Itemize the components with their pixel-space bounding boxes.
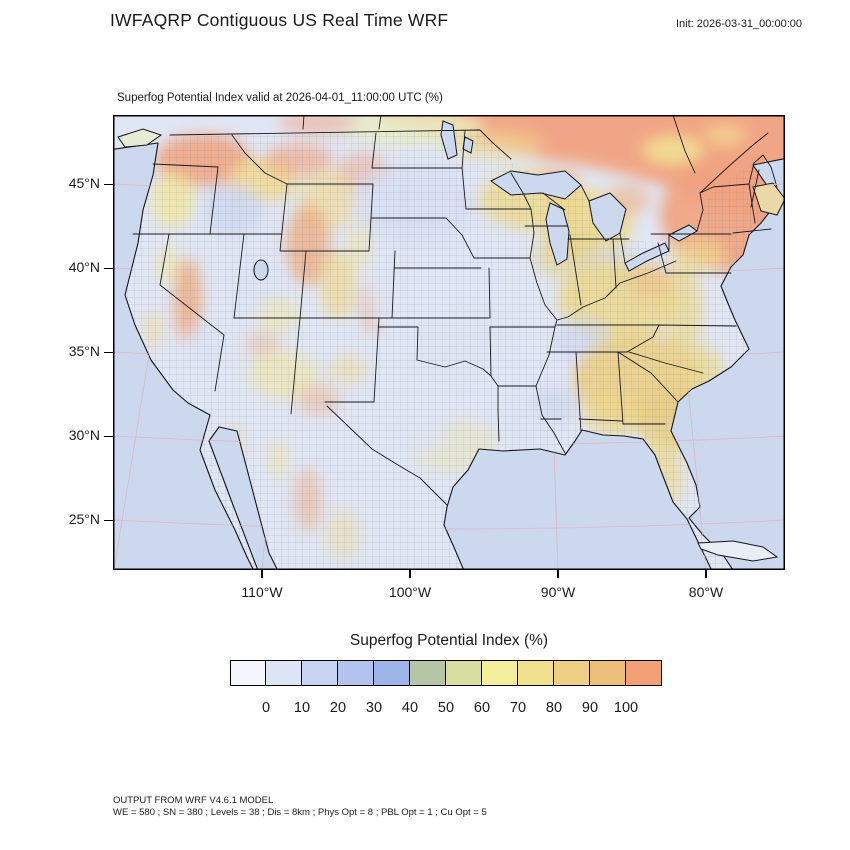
colorbar-title: Superfog Potential Index (%) xyxy=(349,632,549,649)
x-axis-tick xyxy=(557,570,559,578)
us-superfog-map xyxy=(113,115,785,570)
colorbar-tick-label: 10 xyxy=(293,700,311,716)
atlantic-ocean xyxy=(670,158,785,570)
x-axis-tick xyxy=(261,570,263,578)
y-axis-tick xyxy=(104,267,113,269)
lake-michigan xyxy=(545,202,570,266)
y-axis-tick-label: 25°N xyxy=(68,511,100,527)
x-axis-tick-label: 100°W xyxy=(388,584,432,600)
x-axis-tick-label: 90°W xyxy=(540,584,576,600)
y-axis-tick-label: 35°N xyxy=(68,343,100,359)
colorbar-cell xyxy=(410,660,446,686)
state-boundaries xyxy=(132,115,778,506)
colorbar-tick-label: 70 xyxy=(509,700,527,716)
colorbar-cell xyxy=(302,660,338,686)
y-axis-tick-label: 45°N xyxy=(68,175,100,191)
y-axis-tick xyxy=(104,351,113,353)
oceans xyxy=(113,142,785,570)
y-axis-tick xyxy=(104,183,113,185)
nova-scotia xyxy=(752,182,785,216)
colorbar-tick-label: 0 xyxy=(261,700,271,716)
colorbar-tick-label: 40 xyxy=(401,700,419,716)
map-canvas xyxy=(113,115,785,570)
gulf-of-california xyxy=(208,426,279,570)
colorbar-cell xyxy=(518,660,554,686)
colorbar xyxy=(230,660,662,686)
colorbar-cell xyxy=(230,660,266,686)
colorbar-tick-label: 80 xyxy=(545,700,563,716)
footer-line-2: WE = 580 ; SN = 380 ; Levels = 38 ; Dis … xyxy=(113,807,487,818)
y-axis-tick-label: 30°N xyxy=(68,427,100,443)
y-axis-tick xyxy=(104,519,113,521)
x-axis-tick-label: 80°W xyxy=(688,584,724,600)
great-salt-lake xyxy=(253,259,269,281)
colorbar-cell xyxy=(554,660,590,686)
init-timestamp: Init: 2026-03-31_00:00:00 xyxy=(676,18,802,30)
y-axis-tick xyxy=(104,435,113,437)
colorbar-cell xyxy=(374,660,410,686)
colorbar-tick-label: 60 xyxy=(473,700,491,716)
colorbar-cell xyxy=(338,660,374,686)
vancouver-island xyxy=(117,128,163,148)
islands xyxy=(117,128,785,562)
page-title: IWFAQRP Contiguous US Real Time WRF xyxy=(110,10,449,30)
x-axis-tick xyxy=(409,570,411,578)
colorbar-cell xyxy=(626,660,662,686)
colorbar-tick-label: 100 xyxy=(613,700,639,716)
gulf-of-mexico xyxy=(443,429,713,570)
pacific-ocean xyxy=(113,142,255,570)
colorbar-cell xyxy=(446,660,482,686)
map-subtitle: Superfog Potential Index valid at 2026-0… xyxy=(117,92,443,104)
x-axis-tick xyxy=(705,570,707,578)
colorbar-tick-label: 50 xyxy=(437,700,455,716)
y-axis-tick-label: 40°N xyxy=(68,259,100,275)
map-frame xyxy=(113,115,785,570)
x-axis-tick-label: 110°W xyxy=(241,584,283,600)
colorbar-cell xyxy=(266,660,302,686)
cuba xyxy=(697,540,779,562)
colorbar-tick-label: 30 xyxy=(365,700,383,716)
colorbar-cell xyxy=(590,660,626,686)
colorbar-cell xyxy=(482,660,518,686)
colorbar-tick-label: 90 xyxy=(581,700,599,716)
footer-line-1: OUTPUT FROM WRF V4.6.1 MODEL xyxy=(113,795,274,806)
colorbar-tick-label: 20 xyxy=(329,700,347,716)
